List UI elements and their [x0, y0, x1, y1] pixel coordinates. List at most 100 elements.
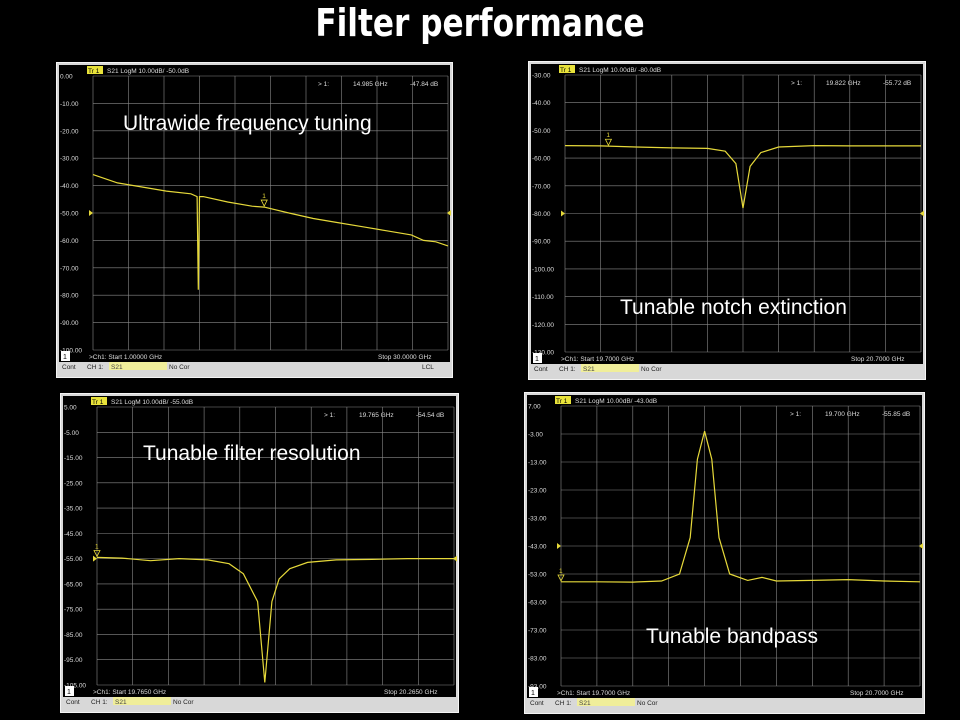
marker-readout-frequency: 19.822 GHz — [826, 80, 861, 87]
status-extra: LCL — [422, 364, 434, 371]
trace-badge-box — [87, 66, 103, 74]
marker-triangle — [604, 138, 613, 147]
trace-s21 — [96, 556, 454, 683]
vna-panel-resolution: Cont CH 1: S21 No Cor Tr 1 S21 LogM 10.00dB/ … — [60, 393, 459, 713]
status-channel: CH 1: — [559, 366, 576, 373]
y-tick-label: -50.00 — [532, 128, 551, 135]
vna-panel-ultrawide: Cont CH 1: S21 No Cor LCL Tr 1 S21 LogM 10.00d… — [56, 62, 453, 378]
vna-screen: Cont CH 1: S21 No Cor Tr 1 S21 LogM 10.00dB/ … — [61, 394, 458, 712]
channel-number-box — [65, 686, 74, 696]
y-tick-label: -33.00 — [528, 516, 547, 523]
y-tick-label: -35.00 — [64, 506, 83, 513]
y-tick-label: -13.00 — [528, 460, 547, 467]
channel-number: 1 — [67, 689, 71, 696]
reference-level-arrow-left — [93, 555, 97, 562]
vna-screen: Cont CH 1: S21 No Cor Tr 1 S21 LogM 10.00dB/ … — [525, 393, 924, 713]
marker-triangle — [93, 550, 101, 558]
screen-background — [63, 396, 456, 697]
trace-s21 — [561, 431, 921, 583]
status-cont: Cont — [534, 366, 548, 373]
y-tick-label: -50.00 — [60, 211, 79, 218]
channel-number: 1 — [535, 356, 539, 363]
marker-readout-id: > 1: — [790, 411, 801, 418]
y-tick-label: -45.00 — [64, 531, 83, 538]
sweep-start: >Ch1: Start 19.7000 GHz — [561, 356, 634, 363]
sweep-start: >Ch1: Start 19.7650 GHz — [93, 689, 166, 696]
y-tick-label: -90.00 — [532, 239, 551, 246]
y-tick-label: -20.00 — [60, 128, 79, 135]
sweep-stop: Stop 30.0000 GHz — [378, 354, 431, 361]
y-tick-label: -43.00 — [528, 544, 547, 551]
status-channel: CH 1: — [87, 364, 104, 371]
slide-title: Filter performance — [315, 1, 645, 45]
y-tick-label: -70.00 — [60, 265, 79, 272]
channel-number-box — [529, 687, 538, 697]
y-tick-label: -110.00 — [532, 294, 554, 301]
y-tick-label: -30.00 — [60, 156, 79, 163]
y-tick-label: -95.00 — [64, 657, 83, 664]
y-tick-label: 0.00 — [60, 74, 73, 81]
sweep-start: >Ch1: Start 1.00000 GHz — [89, 354, 162, 361]
status-channel: CH 1: — [555, 700, 572, 707]
y-tick-label: -40.00 — [532, 100, 551, 107]
reference-level-arrow-left — [89, 210, 93, 216]
screen-background — [527, 395, 922, 698]
trace-info: S21 LogM 10.00dB/ -80.0dB — [579, 67, 661, 74]
y-tick-label: -25.00 — [64, 480, 83, 487]
reference-level-arrow-right — [920, 210, 924, 217]
channel-number-box — [533, 353, 542, 363]
y-tick-label: -15.00 — [64, 455, 83, 462]
reference-level-arrow-right — [453, 555, 457, 562]
y-tick-label: -100.00 — [532, 266, 554, 273]
trace-badge-box — [91, 397, 107, 405]
marker-readout-value: -55.85 dB — [882, 411, 910, 418]
y-tick-label: -65.00 — [64, 581, 83, 588]
status-correction: No Cor — [637, 700, 658, 707]
sweep-stop: Stop 20.2650 GHz — [384, 689, 437, 696]
trace-info: S21 LogM 10.00dB/ -43.0dB — [575, 398, 657, 405]
marker-readout-id: > 1: — [324, 412, 335, 419]
sweep-stop: Stop 20.7000 GHz — [851, 356, 904, 363]
marker-label: 1 — [262, 193, 266, 200]
status-param: S21 — [583, 366, 595, 373]
y-tick-label: -90.00 — [60, 320, 79, 327]
reference-level-arrow-left — [557, 543, 561, 549]
y-tick-label: -10.00 — [60, 101, 79, 108]
status-param: S21 — [579, 700, 591, 707]
plot-label-bandpass: Tunable bandpass — [646, 625, 819, 648]
screen-background — [531, 64, 923, 364]
y-tick-label: -80.00 — [60, 293, 79, 300]
y-tick-label: -105.00 — [64, 683, 86, 690]
plot-label-resolution: Tunable filter resolution — [143, 442, 361, 465]
marker-readout-value: -47.84 dB — [410, 81, 438, 88]
y-tick-label: -100.00 — [60, 348, 82, 355]
plot-label-notch: Tunable notch extinction — [620, 296, 847, 319]
vna-panel-notch: Cont CH 1: S21 No Cor Tr 1 S21 LogM 10.00dB/ … — [528, 61, 926, 380]
status-correction: No Cor — [173, 699, 194, 706]
channel-number: 1 — [531, 690, 535, 697]
y-tick-label: -53.00 — [528, 572, 547, 579]
marker-triangle — [260, 199, 268, 207]
status-cont: Cont — [66, 699, 80, 706]
y-tick-label: 5.00 — [64, 405, 77, 412]
status-param-box — [113, 697, 171, 705]
trace-badge-box — [559, 65, 575, 73]
marker-readout-frequency: 14.985 GHz — [353, 81, 388, 88]
vna-screen: Cont CH 1: S21 No Cor Tr 1 S21 LogM 10.00dB/ … — [529, 62, 925, 379]
trace-badge: Tr 1 — [556, 398, 568, 405]
y-tick-label: -130.00 — [532, 350, 554, 357]
status-cont: Cont — [530, 700, 544, 707]
y-tick-label: -70.00 — [532, 183, 551, 190]
y-tick-label: -83.00 — [528, 656, 547, 663]
channel-number: 1 — [63, 354, 67, 361]
trace-s21 — [564, 144, 921, 209]
vna-panel-bandpass: Cont CH 1: S21 No Cor Tr 1 S21 LogM 10.00dB/ … — [524, 392, 925, 714]
y-tick-label: 7.00 — [528, 404, 541, 411]
y-tick-label: -120.00 — [532, 322, 554, 329]
marker-triangle — [557, 574, 565, 582]
status-param: S21 — [111, 364, 123, 371]
marker-label: 1 — [95, 543, 99, 550]
trace-info: S21 LogM 10.00dB/ -55.0dB — [111, 399, 193, 406]
status-correction: No Cor — [169, 364, 190, 371]
marker-readout-value: -55.72 dB — [883, 80, 911, 87]
